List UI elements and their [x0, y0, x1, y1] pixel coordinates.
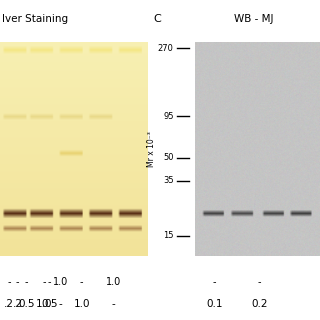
Text: 1.0: 1.0 — [73, 299, 90, 309]
Text: -: - — [213, 276, 216, 287]
Text: 0.5: 0.5 — [18, 299, 35, 309]
Text: -: - — [25, 276, 28, 287]
Text: 0.2: 0.2 — [251, 299, 268, 309]
Text: WB - MJ: WB - MJ — [234, 14, 273, 24]
Text: lver Staining: lver Staining — [2, 14, 68, 24]
Text: 0.5: 0.5 — [41, 299, 58, 309]
Text: 50: 50 — [163, 153, 173, 162]
Text: 1.0: 1.0 — [106, 276, 121, 287]
Text: -: - — [80, 276, 83, 287]
Text: 35: 35 — [163, 176, 173, 185]
Text: -: - — [59, 299, 62, 309]
Text: 0.1: 0.1 — [206, 299, 223, 309]
Text: Mr x 10⁻³: Mr x 10⁻³ — [148, 131, 156, 167]
Text: 95: 95 — [163, 112, 173, 121]
Text: -: - — [16, 276, 19, 287]
Text: 15: 15 — [163, 231, 173, 240]
Text: .2: .2 — [12, 299, 23, 309]
Text: 1.0: 1.0 — [53, 276, 68, 287]
Text: C: C — [154, 14, 161, 24]
Text: -: - — [112, 299, 116, 309]
Text: -: - — [43, 276, 46, 287]
Text: -: - — [48, 276, 51, 287]
Text: 1.0: 1.0 — [36, 299, 52, 309]
Text: .2: .2 — [4, 299, 14, 309]
Text: -: - — [7, 276, 11, 287]
Text: -: - — [258, 276, 261, 287]
Text: 270: 270 — [158, 44, 173, 53]
